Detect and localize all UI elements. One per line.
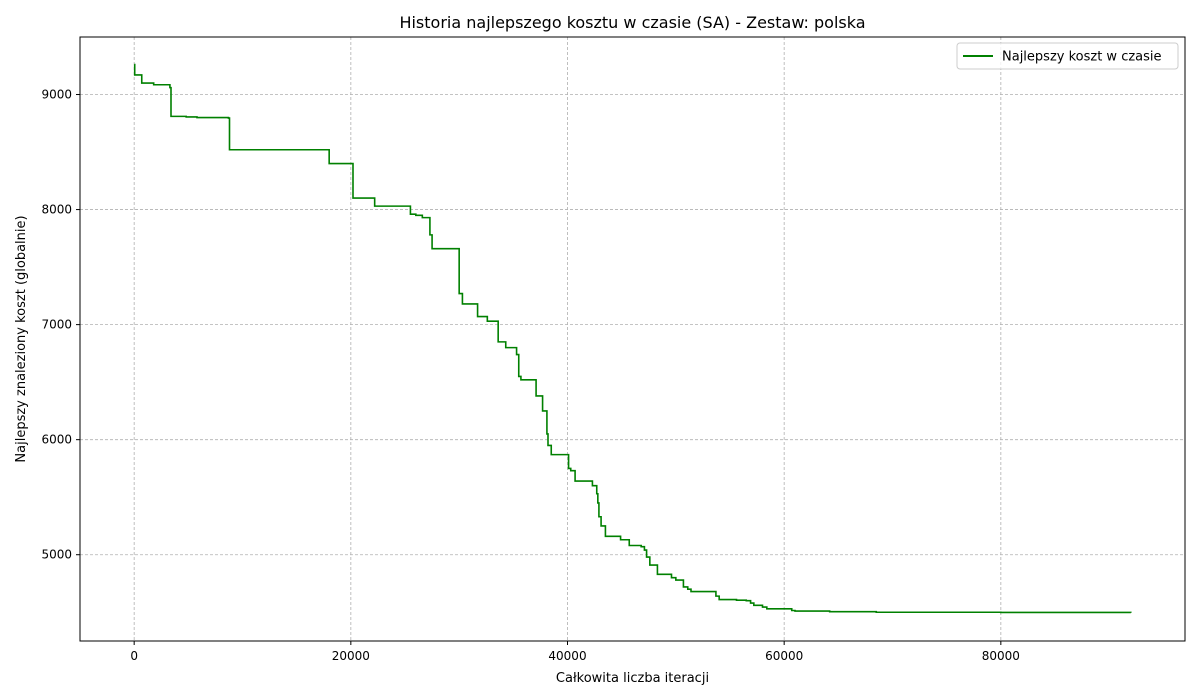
legend: Najlepszy koszt w czasie [956,42,1179,70]
plot-frame [79,36,1186,642]
series-line [133,63,1132,614]
legend-label: Najlepszy koszt w czasie [1002,50,1162,65]
legend-box [956,42,1179,70]
y-tick-label: 8000 [41,203,72,217]
y-ticks: 5000 6000 7000 8000 9000 [41,88,80,562]
x-axis-label: Całkowita liczba iteracji [556,671,709,686]
y-axis-label: Najlepszy znaleziony koszt (globalnie) [14,215,29,462]
plot-data [133,63,1132,614]
chart-title: Historia najlepszego kosztu w czasie (SA… [399,13,865,32]
x-tick-label: 60000 [765,649,803,663]
grid [80,37,1185,641]
x-tick-label: 0 [130,649,138,663]
x-tick-label: 40000 [548,649,586,663]
x-tick-label: 20000 [332,649,370,663]
y-tick-label: 7000 [41,318,72,332]
y-tick-label: 5000 [41,548,72,562]
x-tick-label: 80000 [982,649,1020,663]
x-ticks: 0 20000 40000 60000 80000 [130,641,1020,663]
y-tick-label: 9000 [41,88,72,102]
y-tick-label: 6000 [41,433,72,447]
